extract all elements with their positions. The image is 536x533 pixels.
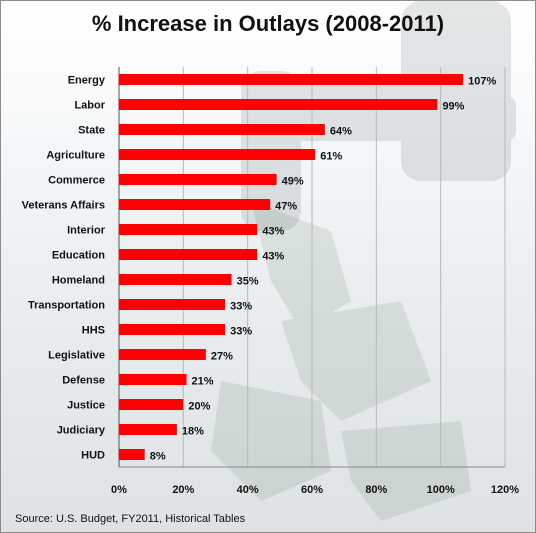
value-label: 33% bbox=[230, 301, 252, 313]
value-label: 61% bbox=[320, 151, 342, 163]
bar-justice bbox=[119, 399, 184, 410]
bar-state bbox=[119, 124, 325, 135]
bar-hud bbox=[119, 449, 145, 460]
bar-judiciary bbox=[119, 424, 177, 435]
bars bbox=[119, 74, 464, 460]
x-axis-tick-labels: 0% 20% 40% 60% 80% 100% 120% bbox=[111, 484, 519, 496]
x-tick-label: 100% bbox=[427, 484, 455, 496]
category-label: HUD bbox=[81, 450, 105, 462]
category-label: Defense bbox=[62, 375, 105, 387]
category-label: Interior bbox=[67, 225, 106, 237]
chart-title: % Increase in Outlays (2008-2011) bbox=[91, 11, 445, 36]
value-label: 107% bbox=[468, 76, 496, 88]
category-label: Labor bbox=[74, 100, 105, 112]
category-label: Legislative bbox=[48, 350, 105, 362]
value-label: 64% bbox=[330, 126, 352, 138]
category-label: Homeland bbox=[52, 275, 105, 287]
bar-education bbox=[119, 249, 258, 260]
bar-homeland bbox=[119, 274, 232, 285]
bar-veterans-affairs bbox=[119, 199, 271, 210]
value-labels: 107% 99% 64% 61% 49% 47% 43% 43% 35% 33% 33% 27% 21%… bbox=[150, 76, 497, 463]
category-label: Justice bbox=[67, 400, 105, 412]
category-label: Energy bbox=[68, 75, 106, 87]
category-label: Transportation bbox=[28, 300, 105, 312]
bar-labor bbox=[119, 99, 438, 110]
value-label: 35% bbox=[237, 276, 259, 288]
bar-legislative bbox=[119, 349, 206, 360]
category-label: Commerce bbox=[48, 175, 105, 187]
value-label: 21% bbox=[192, 376, 214, 388]
bar-defense bbox=[119, 374, 187, 385]
value-label: 43% bbox=[262, 251, 284, 263]
x-tick-label: 120% bbox=[491, 484, 519, 496]
value-label: 99% bbox=[442, 101, 464, 113]
value-label: 8% bbox=[150, 451, 166, 463]
value-label: 18% bbox=[182, 426, 204, 438]
category-label: Education bbox=[52, 250, 105, 262]
bar-hhs bbox=[119, 324, 226, 335]
value-label: 47% bbox=[275, 201, 297, 213]
bar-transportation bbox=[119, 299, 226, 310]
x-tick-label: 20% bbox=[172, 484, 194, 496]
bar-interior bbox=[119, 224, 258, 235]
source-note: Source: U.S. Budget, FY2011, Historical … bbox=[15, 513, 246, 525]
value-label: 49% bbox=[282, 176, 304, 188]
bar-energy bbox=[119, 74, 464, 85]
category-labels: Energy Labor State Agriculture Commerce Veter… bbox=[22, 75, 106, 462]
category-label: State bbox=[78, 125, 105, 137]
x-tick-label: 60% bbox=[301, 484, 323, 496]
value-label: 27% bbox=[211, 351, 233, 363]
value-label: 33% bbox=[230, 326, 252, 338]
category-label: HHS bbox=[82, 325, 105, 337]
x-tick-label: 0% bbox=[111, 484, 127, 496]
x-tick-label: 80% bbox=[365, 484, 387, 496]
bar-agriculture bbox=[119, 149, 316, 160]
bar-commerce bbox=[119, 174, 277, 185]
category-label: Agriculture bbox=[46, 150, 105, 162]
x-tick-label: 40% bbox=[237, 484, 259, 496]
category-label: Veterans Affairs bbox=[22, 200, 105, 212]
value-label: 43% bbox=[262, 226, 284, 238]
value-label: 20% bbox=[188, 401, 210, 413]
category-label: Judiciary bbox=[57, 425, 106, 437]
